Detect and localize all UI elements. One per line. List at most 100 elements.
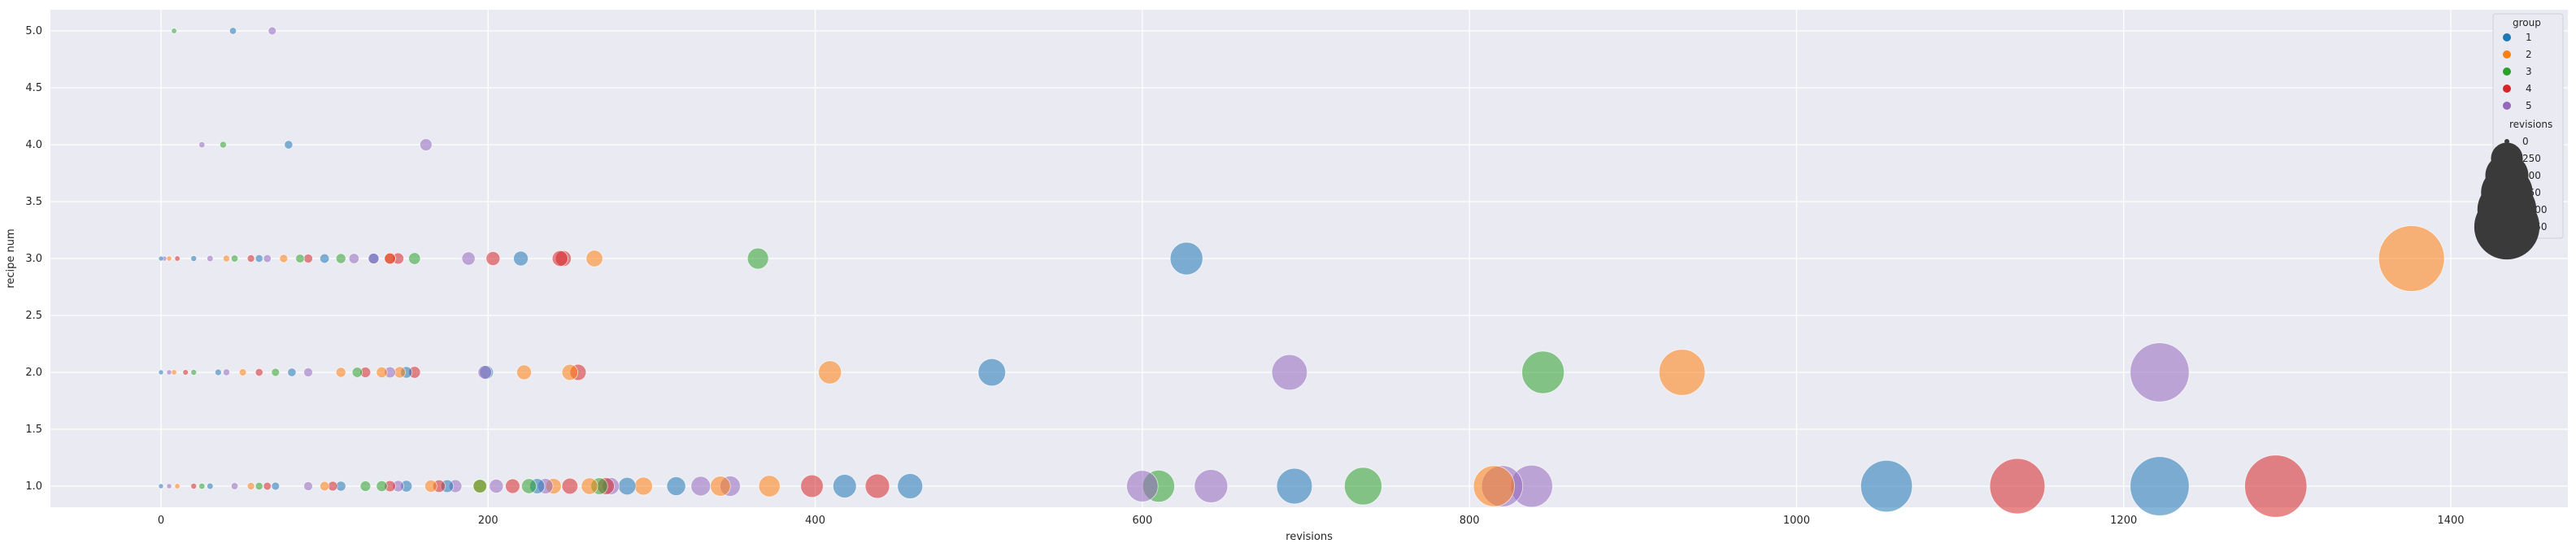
data-point-group-5 — [166, 483, 172, 489]
data-point-group-3 — [230, 254, 239, 263]
x-tick-label: 600 — [1132, 515, 1152, 527]
legend-group-entries: 1 2 3 4 5 — [2503, 32, 2532, 111]
data-point-group-2 — [279, 254, 289, 263]
data-point-group-1 — [618, 476, 637, 496]
data-point-group-1 — [666, 476, 686, 496]
data-point-group-5 — [1194, 469, 1229, 503]
data-point-group-5 — [303, 481, 313, 491]
data-point-group-1 — [287, 367, 297, 377]
data-point-group-5 — [489, 479, 504, 493]
data-point-group-3 — [359, 480, 372, 492]
data-points — [158, 26, 2445, 518]
data-point-group-2 — [710, 476, 731, 497]
data-point-group-1 — [320, 253, 330, 264]
data-point-group-1 — [833, 474, 857, 498]
data-point-group-2 — [222, 254, 230, 263]
legend-group-marker — [2503, 102, 2511, 110]
data-point-group-5 — [268, 26, 277, 36]
data-point-group-2 — [516, 364, 532, 380]
legend-group-marker — [2503, 85, 2511, 93]
data-point-group-5 — [368, 253, 380, 264]
data-point-group-3 — [376, 480, 388, 493]
y-tick-label: 5.0 — [25, 25, 42, 37]
legend-group-label: 2 — [2526, 49, 2532, 60]
x-tick-label: 400 — [805, 515, 825, 527]
y-tick-label: 3.5 — [25, 196, 42, 208]
data-point-group-3 — [255, 481, 263, 491]
data-point-group-5 — [690, 476, 711, 497]
data-point-group-1 — [2130, 456, 2190, 516]
data-point-group-5 — [198, 141, 206, 149]
data-point-group-5 — [1271, 354, 1308, 391]
data-point-group-2 — [171, 369, 177, 376]
data-point-group-1 — [1276, 467, 1313, 505]
data-point-group-4 — [303, 254, 313, 263]
data-point-group-4 — [174, 255, 181, 262]
data-point-group-2 — [238, 368, 247, 376]
data-point-group-3 — [521, 478, 537, 494]
data-point-group-1 — [271, 481, 281, 491]
x-tick-label: 1000 — [1783, 515, 1810, 527]
data-point-group-1 — [897, 473, 924, 499]
data-point-group-1 — [1860, 459, 1913, 513]
data-point-group-4 — [263, 481, 272, 491]
data-point-group-4 — [485, 251, 501, 266]
data-point-group-2 — [818, 360, 842, 385]
data-point-group-1 — [158, 369, 164, 376]
data-point-group-5 — [303, 367, 313, 377]
data-point-group-2 — [174, 483, 181, 489]
data-point-group-5 — [477, 365, 493, 380]
data-point-group-2 — [335, 367, 346, 378]
data-point-group-3 — [271, 367, 281, 377]
data-point-group-5 — [263, 254, 272, 263]
legend-size-label: 0 — [2522, 136, 2529, 147]
data-point-group-5 — [166, 369, 172, 376]
data-point-group-5 — [420, 138, 433, 151]
y-axis-ticks: 1.0 1.5 2.0 2.5 3.0 3.5 4.0 4.5 5.0 — [25, 25, 42, 493]
data-point-group-2 — [2378, 225, 2445, 292]
data-point-group-2 — [561, 363, 579, 381]
data-point-group-5 — [230, 482, 239, 490]
data-point-group-1 — [158, 255, 164, 262]
data-point-group-4 — [182, 369, 189, 376]
data-point-group-1 — [513, 250, 529, 267]
legend-size-entries: 025050075010001250 — [2474, 136, 2548, 260]
data-point-group-1 — [207, 482, 214, 490]
y-tick-label: 2.5 — [25, 310, 42, 322]
data-point-group-3 — [408, 252, 421, 265]
y-tick-label: 2.0 — [25, 367, 42, 379]
data-point-group-1 — [1169, 241, 1203, 276]
y-axis-label: recipe num — [5, 228, 17, 288]
data-point-group-2 — [376, 366, 388, 379]
data-point-group-4 — [505, 478, 520, 494]
data-point-group-1 — [158, 483, 164, 489]
data-point-group-4 — [800, 474, 824, 498]
data-point-group-5 — [1126, 470, 1159, 502]
x-axis-label: revisions — [1286, 531, 1333, 543]
x-tick-label: 1200 — [2110, 515, 2137, 527]
data-point-group-5 — [207, 254, 214, 263]
data-point-group-3 — [171, 28, 177, 34]
data-point-group-4 — [561, 477, 579, 495]
x-tick-label: 200 — [478, 515, 498, 527]
legend-group-marker — [2503, 67, 2511, 76]
x-tick-label: 1400 — [2437, 515, 2464, 527]
data-point-group-2 — [585, 250, 603, 267]
legend-size-title: revisions — [2509, 119, 2552, 130]
data-point-group-4 — [551, 250, 568, 267]
y-tick-label: 1.5 — [25, 424, 42, 436]
data-point-group-3 — [472, 479, 487, 493]
data-point-group-5 — [348, 253, 359, 264]
data-point-group-2 — [246, 482, 255, 490]
y-tick-label: 1.0 — [25, 480, 42, 493]
y-tick-label: 3.0 — [25, 253, 42, 265]
legend-group-marker — [2503, 33, 2511, 41]
data-point-group-2 — [758, 475, 781, 498]
y-tick-label: 4.0 — [25, 139, 42, 151]
legend-group-label: 3 — [2526, 66, 2532, 77]
data-point-group-1 — [215, 368, 222, 376]
data-point-group-3 — [335, 253, 346, 264]
legend-group-label: 4 — [2526, 83, 2532, 94]
